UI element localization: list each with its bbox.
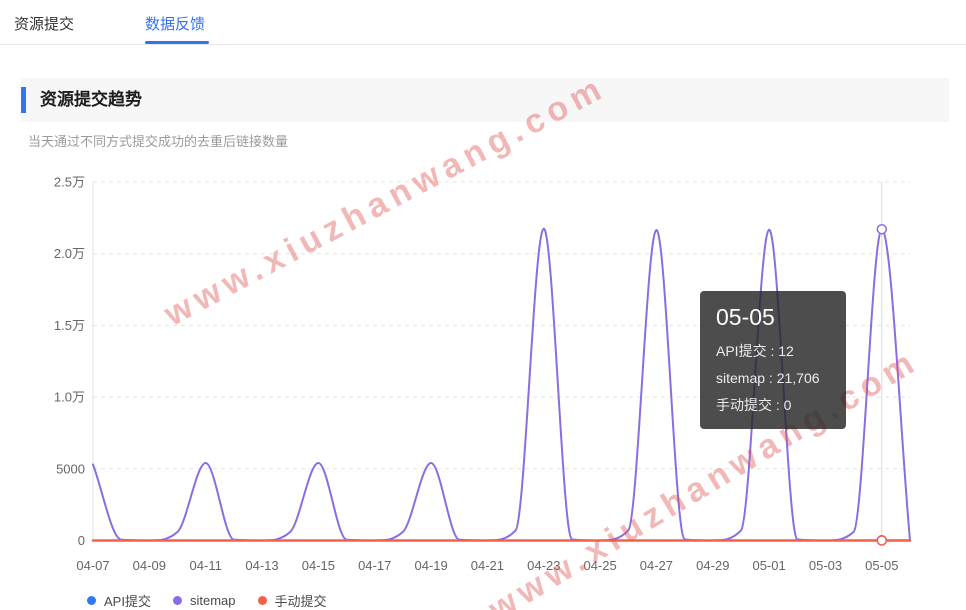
- tab-data-feedback[interactable]: 数据反馈: [145, 16, 206, 33]
- tooltip-row: sitemap : 21,706: [716, 370, 830, 386]
- x-tick-label: 04-23: [527, 558, 560, 573]
- x-tick-label: 04-17: [358, 558, 391, 573]
- y-tick-label: 1.5万: [54, 318, 85, 333]
- legend-item-sitemap[interactable]: sitemap: [172, 593, 236, 608]
- section-header: 资源提交趋势: [21, 78, 949, 122]
- x-tick-label: 04-27: [640, 558, 673, 573]
- tooltip-value: 12: [778, 342, 794, 359]
- tooltip-separator: :: [765, 369, 777, 386]
- legend-label: API提交: [104, 594, 151, 609]
- legend-label: 手动提交: [274, 594, 327, 609]
- tooltip-date: 05-05: [716, 304, 775, 330]
- x-tick-label: 05-01: [752, 558, 785, 573]
- x-tick-label: 04-11: [190, 558, 222, 573]
- hover-marker-1: [876, 223, 888, 235]
- x-tick-label: 05-03: [809, 558, 842, 573]
- legend-item-api[interactable]: API提交: [87, 591, 151, 610]
- chart-tooltip: 05-05 API提交 : 12 sitemap : 21,706 手动提交 :…: [700, 291, 846, 429]
- y-tick-label: 0: [78, 533, 85, 548]
- tab-bar: 资源提交 数据反馈: [0, 0, 966, 45]
- chart-legend: API提交 sitemap 手动提交: [87, 591, 349, 610]
- legend-label: sitemap: [189, 593, 236, 608]
- y-tick-label: 5000: [56, 461, 85, 476]
- x-tick-label: 04-15: [302, 558, 335, 573]
- section-accent-bar: [21, 87, 26, 113]
- tooltip-separator: :: [766, 342, 779, 359]
- x-tick-label: 04-19: [414, 558, 447, 573]
- tooltip-separator: :: [772, 396, 784, 413]
- section-title: 资源提交趋势: [40, 90, 142, 109]
- x-tick-label: 05-05: [865, 558, 898, 573]
- section-subtitle: 当天通过不同方式提交成功的去重后链接数量: [28, 134, 289, 149]
- x-tick-label: 04-25: [583, 558, 616, 573]
- hover-marker-2: [876, 535, 888, 546]
- legend-dot-manual: [257, 596, 267, 605]
- x-tick-label: 04-21: [471, 558, 504, 573]
- legend-item-manual[interactable]: 手动提交: [257, 591, 327, 610]
- tooltip-row: 手动提交 : 0: [716, 395, 830, 415]
- active-tab-underline: [145, 41, 209, 44]
- x-tick-label: 04-29: [696, 558, 729, 573]
- tab-resource-submit[interactable]: 资源提交: [14, 16, 75, 33]
- y-tick-label: 2.0万: [54, 246, 85, 261]
- legend-dot-api: [87, 596, 96, 605]
- y-tick-label: 1.0万: [54, 390, 85, 405]
- y-tick-label: 2.5万: [54, 175, 85, 190]
- tooltip-row: API提交 : 12: [716, 341, 830, 361]
- x-tick-label: 04-07: [76, 558, 109, 573]
- tooltip-series-label: 手动提交: [716, 396, 772, 413]
- tooltip-value: 0: [783, 396, 792, 413]
- x-tick-label: 04-13: [245, 558, 278, 573]
- tooltip-value: 21,706: [776, 369, 820, 386]
- tooltip-series-label: API提交: [716, 342, 767, 359]
- tooltip-series-label: sitemap: [716, 369, 766, 386]
- legend-dot-sitemap: [172, 596, 182, 605]
- hover-marker-0: [876, 535, 888, 546]
- x-tick-label: 04-09: [133, 558, 166, 573]
